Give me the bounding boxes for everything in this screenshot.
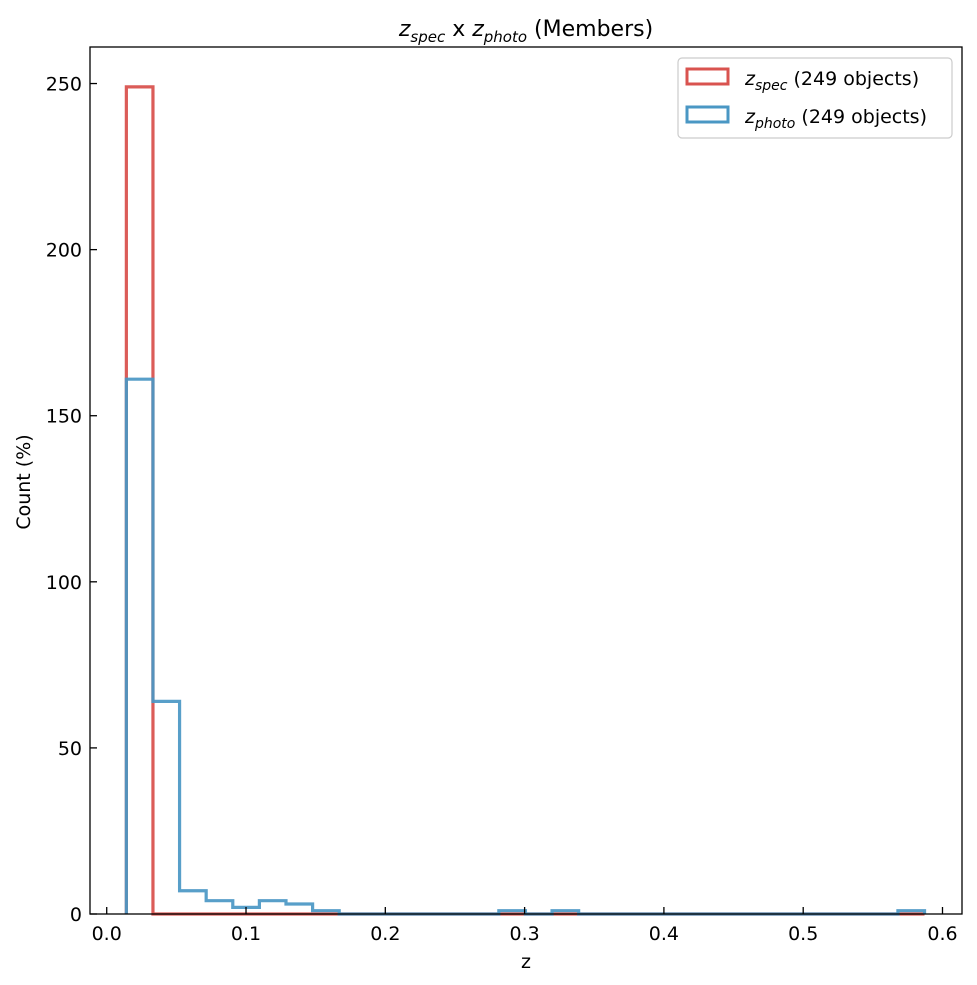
plot-frame bbox=[89, 46, 963, 915]
y-tick-label: 250 bbox=[46, 74, 82, 96]
title-suffix: (Members) bbox=[527, 17, 653, 42]
legend-box bbox=[677, 57, 953, 139]
title-joiner: x bbox=[445, 17, 472, 42]
x-tick-label: 0.2 bbox=[370, 923, 400, 945]
y-tick-label: 200 bbox=[46, 240, 82, 262]
legend-zspec-subscript: spec bbox=[755, 78, 788, 94]
tick-layer: 0.0 0.1 0.2 0.3 0.4 0.5 0.6 0 50 100 150 200 250 bbox=[46, 74, 958, 945]
title-photo-subscript: photo bbox=[483, 28, 527, 46]
x-tick-label: 0.4 bbox=[649, 923, 679, 945]
x-tick-label: 0.0 bbox=[92, 923, 122, 945]
x-axis-label: z bbox=[521, 951, 531, 973]
legend-label-zphoto: zphoto (249 objects) bbox=[744, 106, 927, 132]
y-axis-label: Count (%) bbox=[13, 434, 35, 529]
y-tick-label: 50 bbox=[58, 738, 82, 760]
title-photo-symbol: z bbox=[471, 17, 484, 42]
title-spec-subscript: spec bbox=[410, 28, 446, 46]
chart-title: zspec x zphoto (Members) bbox=[398, 17, 653, 46]
legend-zphoto-symbol: z bbox=[744, 106, 756, 128]
legend-swatch-zphoto bbox=[685, 105, 730, 124]
title-spec-symbol: z bbox=[398, 17, 411, 42]
y-tick-label: 100 bbox=[46, 572, 82, 594]
x-tick-label: 0.1 bbox=[231, 923, 261, 945]
legend: zspec (249 objects) zphoto (249 objects) bbox=[677, 57, 953, 139]
legend-zspec-symbol: z bbox=[744, 68, 756, 90]
legend-zphoto-rest: (249 objects) bbox=[795, 106, 927, 128]
legend-swatch-zspec bbox=[685, 67, 730, 86]
x-tick-label: 0.6 bbox=[927, 923, 957, 945]
y-tick-label: 150 bbox=[46, 406, 82, 428]
y-tick-label: 0 bbox=[70, 904, 82, 926]
x-tick-label: 0.5 bbox=[788, 923, 818, 945]
legend-zphoto-subscript: photo bbox=[754, 116, 795, 132]
x-tick-label: 0.3 bbox=[509, 923, 539, 945]
legend-label-zspec: zspec (249 objects) bbox=[744, 68, 919, 94]
legend-zspec-rest: (249 objects) bbox=[787, 68, 919, 90]
